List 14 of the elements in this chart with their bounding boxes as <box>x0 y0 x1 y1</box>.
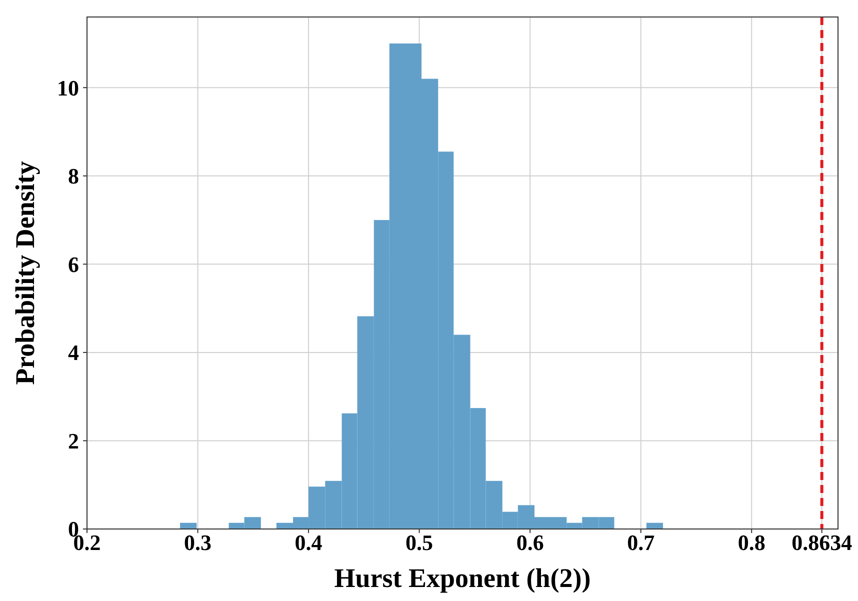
x-tick-label: 0.8634 <box>792 530 852 555</box>
y-axis-title: Probability Density <box>10 160 40 385</box>
x-tick-label: 0.6 <box>516 530 544 555</box>
y-tick-label: 2 <box>68 428 79 454</box>
y-tick-label: 4 <box>68 340 79 366</box>
y-tick-label: 10 <box>57 75 79 100</box>
x-tick-label: 0.5 <box>406 530 434 555</box>
x-tick-label: 0.3 <box>184 530 212 555</box>
x-tick-label: 0.7 <box>627 530 655 555</box>
y-tick-label: 6 <box>68 252 79 277</box>
x-tick-label: 0.8 <box>738 530 766 555</box>
x-axis-title: Hurst Exponent (h(2)) <box>334 563 591 593</box>
y-tick-label: 8 <box>68 164 79 189</box>
x-tick-label: 0.4 <box>294 530 322 555</box>
